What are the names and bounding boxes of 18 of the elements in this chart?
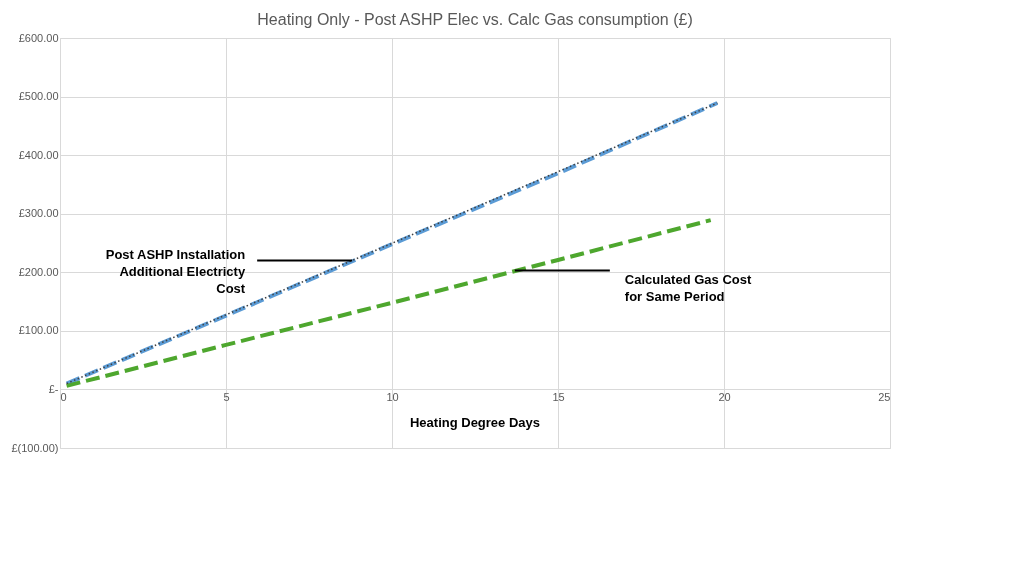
- y-tick-label: £500.00: [18, 90, 59, 103]
- x-tick-label: 15: [552, 390, 565, 403]
- y-tick-label: £-: [48, 382, 59, 395]
- y-tick-label: £400.00: [18, 148, 59, 161]
- x-tick-label: 0: [60, 390, 67, 403]
- y-tick-label: £600.00: [18, 31, 59, 44]
- annotation: Calculated Gas Cost for Same Period: [624, 271, 752, 304]
- y-tick-label: £100.00: [18, 324, 59, 337]
- x-tick-label: 25: [878, 390, 891, 403]
- y-tick-label: £(100.00): [11, 441, 59, 454]
- x-axis-title: Heating Degree Days: [409, 415, 541, 431]
- chart-title: Heating Only - Post ASHP Elec vs. Calc Gas consumption (£): [257, 11, 693, 28]
- y-tick-label: £200.00: [18, 265, 59, 278]
- x-tick-label: 10: [386, 390, 399, 403]
- y-tick-label: £300.00: [18, 207, 59, 220]
- annotation: Post ASHP Installation Additional Electricty Cost: [105, 246, 246, 296]
- x-tick-label: 20: [718, 390, 731, 403]
- x-tick-label: 5: [223, 390, 230, 403]
